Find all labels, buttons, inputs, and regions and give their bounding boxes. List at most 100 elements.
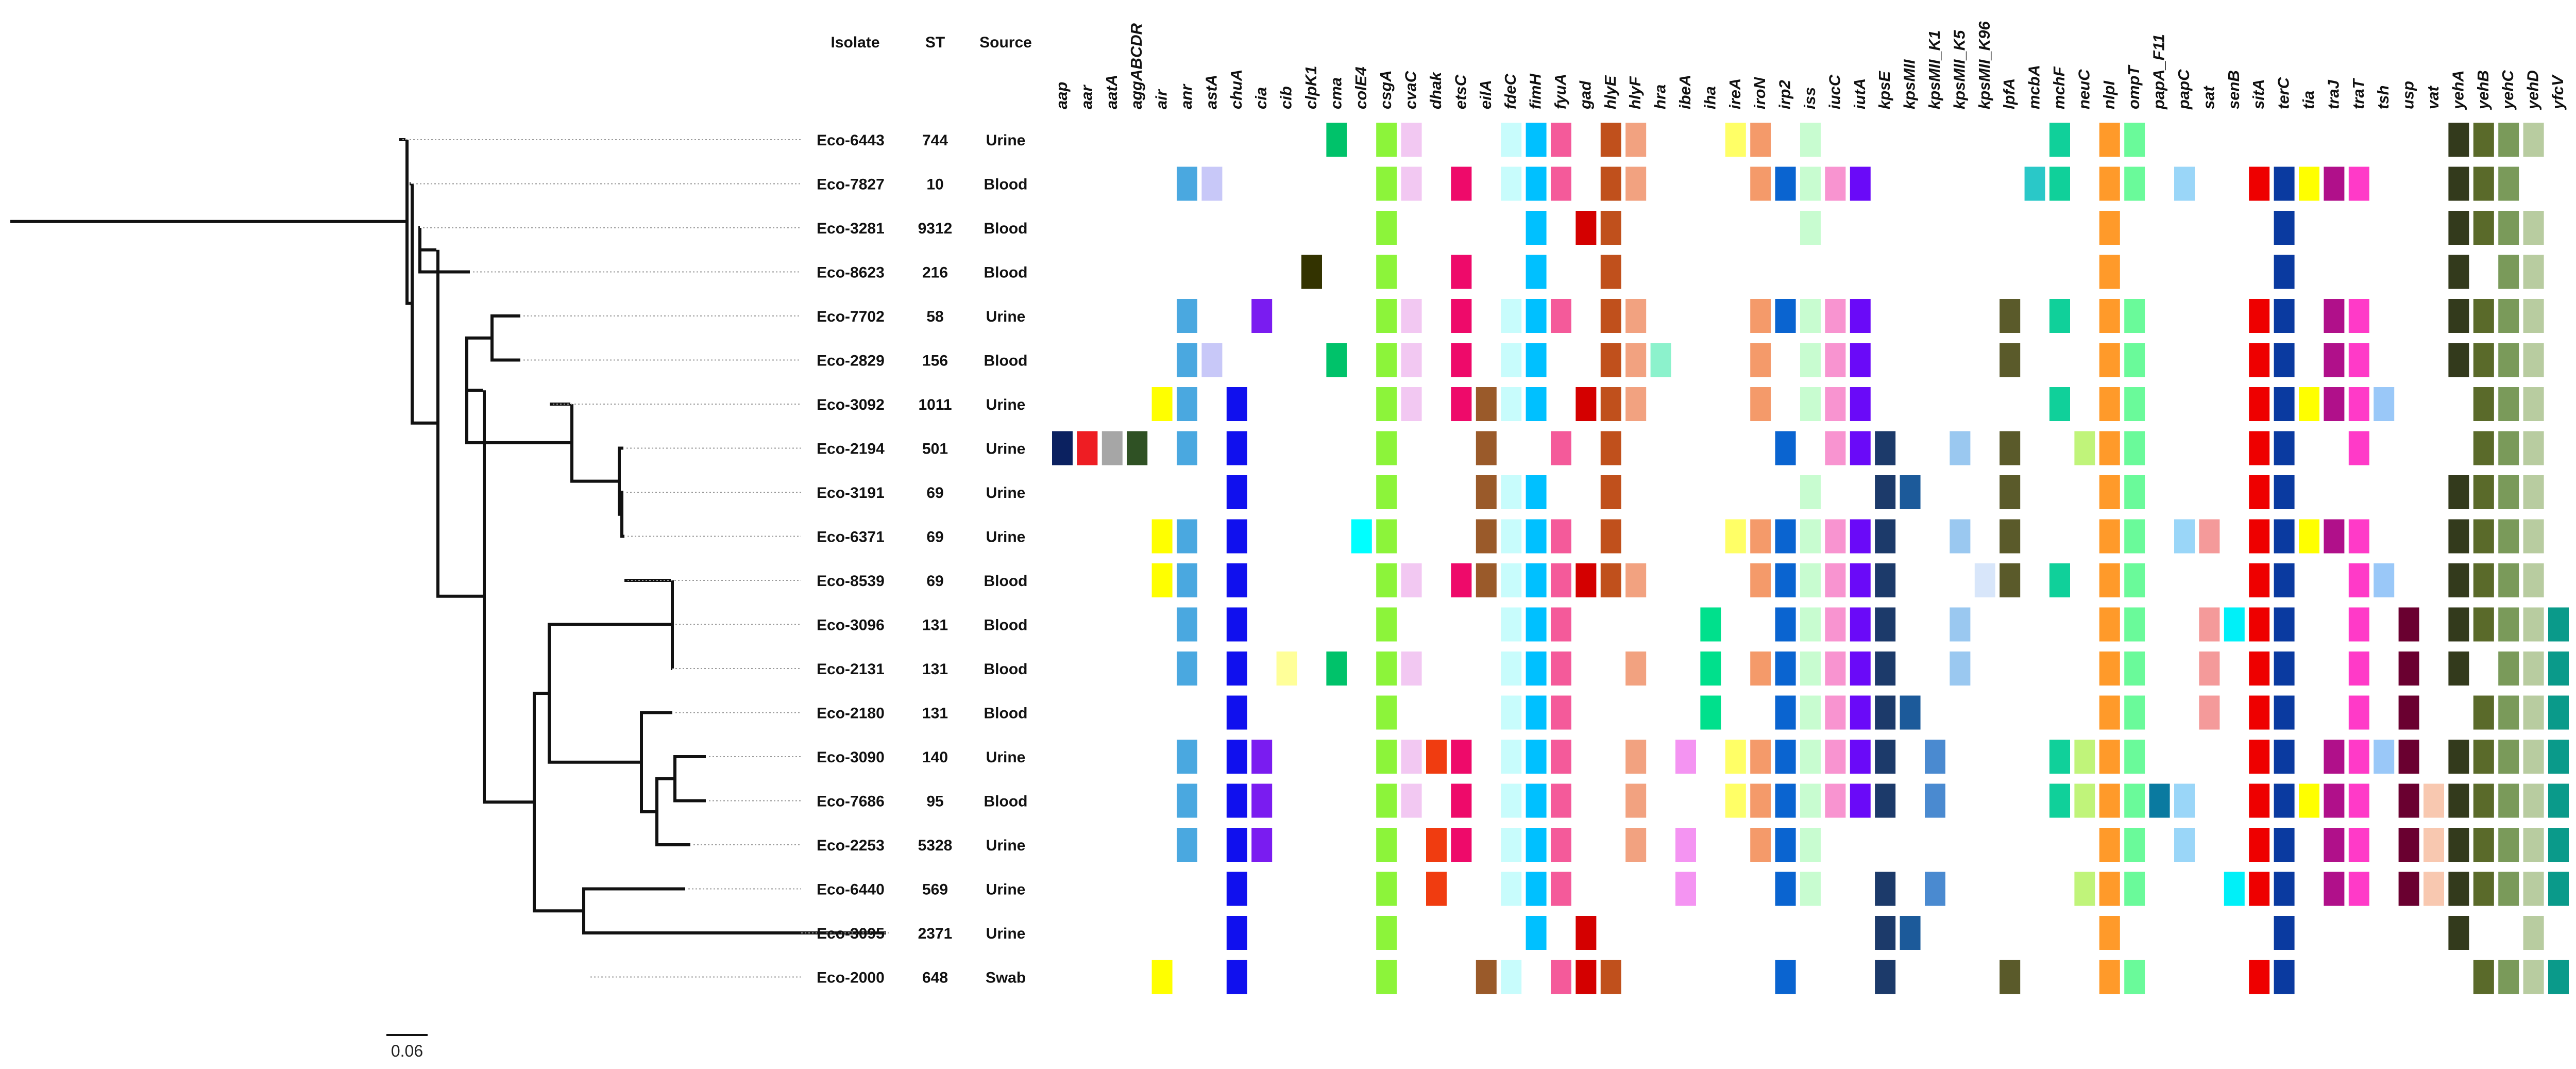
gene-presence-cell bbox=[1501, 563, 1522, 597]
st-label: 156 bbox=[922, 353, 948, 370]
gene-label-tia: tia bbox=[2299, 91, 2317, 109]
gene-presence-cell bbox=[2523, 211, 2544, 245]
gene-presence-cell bbox=[1999, 299, 2021, 333]
gene-presence-cell bbox=[1875, 652, 1896, 686]
gene-presence-cell bbox=[1775, 783, 1796, 818]
gene-presence-cell bbox=[1875, 431, 1896, 465]
gene-presence-cell bbox=[2274, 299, 2295, 333]
gene-presence-cell bbox=[1900, 695, 1921, 730]
gene-presence-cell bbox=[2473, 695, 2494, 730]
gene-presence-cell bbox=[2049, 123, 2070, 157]
isolate-label: Eco-6440 bbox=[817, 881, 885, 898]
gene-presence-cell bbox=[1376, 740, 1397, 774]
gene-presence-cell bbox=[2024, 166, 2045, 201]
gene-presence-cell bbox=[2448, 299, 2469, 333]
gene-label-aar: aar bbox=[1077, 85, 1095, 109]
gene-presence-cell bbox=[1700, 607, 1721, 642]
source-label: Blood bbox=[984, 793, 1028, 810]
gene-presence-cell bbox=[2124, 343, 2145, 377]
gene-presence-cell bbox=[2523, 652, 2544, 686]
gene-presence-cell bbox=[1950, 519, 1971, 554]
gene-presence-cell bbox=[2523, 783, 2544, 818]
gene-presence-cell bbox=[1875, 740, 1896, 774]
gene-presence-cell bbox=[1401, 166, 1422, 201]
gene-label-ibeA: ibeA bbox=[1676, 75, 1694, 109]
gene-presence-cell bbox=[2498, 740, 2519, 774]
gene-presence-cell bbox=[1775, 166, 1796, 201]
st-label: 58 bbox=[926, 308, 943, 325]
gene-presence-cell bbox=[2274, 211, 2295, 245]
gene-presence-cell bbox=[1526, 740, 1547, 774]
gene-presence-cell bbox=[1401, 563, 1422, 597]
gene-presence-cell bbox=[2249, 166, 2270, 201]
gene-presence-cell bbox=[2498, 695, 2519, 730]
header-source: Source bbox=[979, 34, 1032, 51]
gene-presence-cell bbox=[1501, 740, 1522, 774]
gene-presence-cell bbox=[1151, 960, 1173, 994]
gene-label-ompT: ompT bbox=[2125, 64, 2143, 109]
gene-presence-cell bbox=[2448, 652, 2469, 686]
gene-presence-cell bbox=[2473, 343, 2494, 377]
gene-presence-cell bbox=[2324, 828, 2345, 862]
gene-presence-cell bbox=[2473, 960, 2494, 994]
gene-presence-cell bbox=[2324, 872, 2345, 906]
isolate-label: Eco-7686 bbox=[817, 793, 885, 810]
gene-presence-cell bbox=[2099, 652, 2120, 686]
gene-presence-cell bbox=[2498, 123, 2519, 157]
gene-presence-cell bbox=[2374, 387, 2395, 421]
gene-label-hlyE: hlyE bbox=[1601, 75, 1619, 109]
gene-presence-cell bbox=[1251, 740, 1273, 774]
gene-presence-cell bbox=[1401, 343, 1422, 377]
gene-presence-cell bbox=[2124, 123, 2145, 157]
gene-presence-cell bbox=[1625, 828, 1647, 862]
gene-presence-cell bbox=[1501, 475, 1522, 509]
gene-presence-cell bbox=[2473, 211, 2494, 245]
gene-presence-cell bbox=[2398, 695, 2419, 730]
scale-bar-label: 0.06 bbox=[391, 1042, 423, 1060]
gene-presence-cell bbox=[2199, 652, 2220, 686]
gene-presence-cell bbox=[2523, 343, 2544, 377]
gene-label-tsh: tsh bbox=[2374, 86, 2392, 110]
gene-presence-cell bbox=[1251, 299, 1273, 333]
source-label: Urine bbox=[986, 529, 1026, 546]
gene-presence-cell bbox=[2074, 431, 2095, 465]
gene-presence-cell bbox=[2124, 828, 2145, 862]
gene-presence-cell bbox=[1800, 299, 1821, 333]
gene-presence-cell bbox=[1825, 519, 1846, 554]
st-label: 10 bbox=[926, 176, 943, 193]
gene-presence-cell bbox=[2473, 828, 2494, 862]
gene-presence-cell bbox=[2548, 695, 2569, 730]
gene-label-etsC: etsC bbox=[1451, 74, 1469, 109]
gene-presence-cell bbox=[1999, 519, 2021, 554]
gene-presence-cell bbox=[1850, 299, 1871, 333]
gene-presence-cell bbox=[2274, 387, 2295, 421]
gene-presence-cell bbox=[1800, 872, 1821, 906]
isolate-label: Eco-8539 bbox=[817, 573, 885, 590]
gene-presence-cell bbox=[1825, 607, 1846, 642]
gene-presence-cell bbox=[2523, 255, 2544, 289]
gene-presence-cell bbox=[1226, 563, 1247, 597]
gene-presence-cell bbox=[2523, 695, 2544, 730]
gene-label-iucC: iucC bbox=[1825, 74, 1843, 109]
gene-presence-cell bbox=[1850, 783, 1871, 818]
gene-presence-cell bbox=[1800, 607, 1821, 642]
gene-presence-cell bbox=[2099, 255, 2120, 289]
gene-label-anr: anr bbox=[1177, 83, 1195, 109]
gene-label-papC: papC bbox=[2175, 69, 2193, 110]
gene-presence-cell bbox=[1800, 166, 1821, 201]
gene-presence-cell bbox=[1825, 783, 1846, 818]
gene-presence-cell bbox=[2124, 872, 2145, 906]
gene-presence-cell bbox=[2324, 387, 2345, 421]
gene-presence-cell bbox=[1326, 652, 1347, 686]
gene-presence-cell bbox=[1551, 783, 1571, 818]
gene-presence-cell bbox=[2174, 166, 2195, 201]
gene-presence-cell bbox=[2398, 652, 2419, 686]
gene-presence-cell bbox=[1750, 123, 1771, 157]
gene-presence-cell bbox=[1451, 828, 1472, 862]
gene-presence-cell bbox=[2324, 299, 2345, 333]
gene-presence-cell bbox=[2498, 607, 2519, 642]
gene-presence-cell bbox=[2274, 740, 2295, 774]
gene-presence-cell bbox=[2448, 211, 2469, 245]
gene-presence-cell bbox=[2124, 652, 2145, 686]
